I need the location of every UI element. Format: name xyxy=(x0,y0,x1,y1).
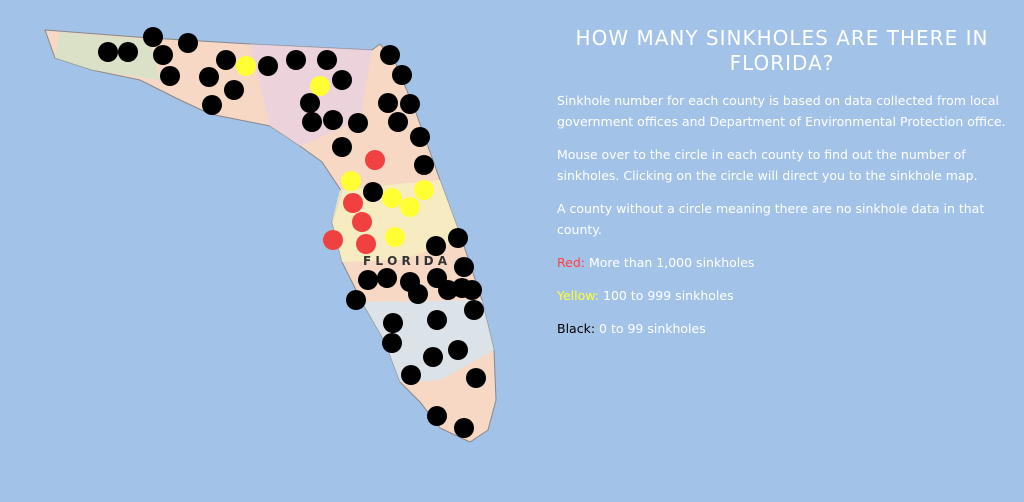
sinkhole-marker[interactable] xyxy=(454,257,474,277)
sinkhole-marker[interactable] xyxy=(382,333,402,353)
legend-label: Red: xyxy=(557,255,585,270)
legend-text: More than 1,000 sinkholes xyxy=(588,255,755,270)
sinkhole-marker[interactable] xyxy=(300,93,320,113)
sinkhole-marker[interactable] xyxy=(118,42,138,62)
paragraph: Mouse over to the circle in each county … xyxy=(557,147,978,183)
sinkhole-marker[interactable] xyxy=(153,45,173,65)
sinkhole-marker[interactable] xyxy=(216,50,236,70)
sinkhole-marker[interactable] xyxy=(178,33,198,53)
sinkhole-marker[interactable] xyxy=(302,112,322,132)
sinkhole-marker[interactable] xyxy=(400,197,420,217)
sinkhole-marker[interactable] xyxy=(400,94,420,114)
sinkhole-marker[interactable] xyxy=(365,150,385,170)
sinkhole-marker[interactable] xyxy=(341,171,361,191)
sinkhole-marker[interactable] xyxy=(352,212,372,232)
sinkhole-marker[interactable] xyxy=(377,268,397,288)
sinkhole-marker[interactable] xyxy=(464,300,484,320)
legend-label: Black: xyxy=(557,321,596,336)
sinkhole-marker[interactable] xyxy=(427,406,447,426)
paragraph: Sinkhole number for each county is based… xyxy=(557,93,1006,129)
sinkhole-marker[interactable] xyxy=(385,227,405,247)
sinkhole-marker[interactable] xyxy=(448,228,468,248)
sinkhole-marker[interactable] xyxy=(392,65,412,85)
sinkhole-marker[interactable] xyxy=(356,234,376,254)
sinkhole-marker[interactable] xyxy=(383,313,403,333)
sinkhole-marker[interactable] xyxy=(199,67,219,87)
sinkhole-marker[interactable] xyxy=(426,236,446,256)
sinkhole-marker[interactable] xyxy=(408,284,428,304)
sinkhole-marker[interactable] xyxy=(448,340,468,360)
sinkhole-marker[interactable] xyxy=(202,95,222,115)
sinkhole-marker[interactable] xyxy=(380,45,400,65)
sinkhole-marker[interactable] xyxy=(363,182,383,202)
sinkhole-marker[interactable] xyxy=(346,290,366,310)
sinkhole-marker[interactable] xyxy=(143,27,163,47)
map-label: F L O R I D A xyxy=(363,254,448,268)
sinkhole-marker[interactable] xyxy=(358,270,378,290)
legend-item: Black: 0 to 99 sinkholes xyxy=(557,318,1007,339)
sinkhole-marker[interactable] xyxy=(462,280,482,300)
sinkhole-marker[interactable] xyxy=(323,230,343,250)
sinkhole-marker[interactable] xyxy=(286,50,306,70)
info-panel: HOW MANY SINKHOLES ARE THERE IN FLORIDA?… xyxy=(557,26,1007,351)
florida-map: F L O R I D A xyxy=(44,27,497,443)
paragraph: A county without a circle meaning there … xyxy=(557,201,985,237)
sinkhole-marker[interactable] xyxy=(310,76,330,96)
sinkhole-marker[interactable] xyxy=(332,137,352,157)
legend-item: Red: More than 1,000 sinkholes xyxy=(557,252,1007,273)
sinkhole-marker[interactable] xyxy=(317,50,337,70)
sinkhole-marker[interactable] xyxy=(427,310,447,330)
sinkhole-marker[interactable] xyxy=(382,188,402,208)
sinkhole-marker[interactable] xyxy=(258,56,278,76)
sinkhole-marker[interactable] xyxy=(414,155,434,175)
sinkhole-marker[interactable] xyxy=(98,42,118,62)
markers xyxy=(98,27,486,438)
sinkhole-marker[interactable] xyxy=(348,113,368,133)
legend-text: 100 to 999 sinkholes xyxy=(603,288,734,303)
sinkhole-marker[interactable] xyxy=(388,112,408,132)
sinkhole-marker[interactable] xyxy=(414,180,434,200)
sinkhole-marker[interactable] xyxy=(423,347,443,367)
sinkhole-marker[interactable] xyxy=(332,70,352,90)
sinkhole-marker[interactable] xyxy=(160,66,180,86)
legend-label: Yellow: xyxy=(557,288,600,303)
sinkhole-marker[interactable] xyxy=(323,110,343,130)
title: HOW MANY SINKHOLES ARE THERE IN FLORIDA? xyxy=(575,26,989,75)
sinkhole-marker[interactable] xyxy=(454,418,474,438)
sinkhole-marker[interactable] xyxy=(466,368,486,388)
sinkhole-marker[interactable] xyxy=(224,80,244,100)
legend-text: 0 to 99 sinkholes xyxy=(599,321,706,336)
sinkhole-marker[interactable] xyxy=(438,280,458,300)
sinkhole-marker[interactable] xyxy=(401,365,421,385)
legend-item: Yellow: 100 to 999 sinkholes xyxy=(557,285,1007,306)
sinkhole-marker[interactable] xyxy=(343,193,363,213)
sinkhole-marker[interactable] xyxy=(410,127,430,147)
sinkhole-marker[interactable] xyxy=(378,93,398,113)
sinkhole-marker[interactable] xyxy=(236,56,256,76)
